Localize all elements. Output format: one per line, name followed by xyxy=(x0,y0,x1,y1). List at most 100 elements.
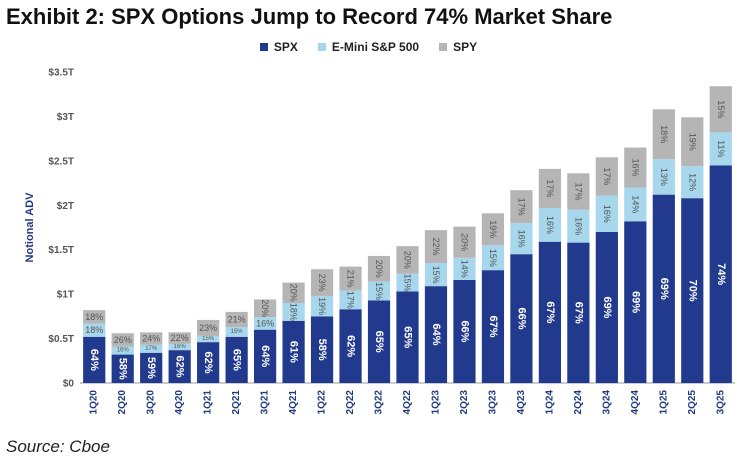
chart-title: Exhibit 2: SPX Options Jump to Record 74… xyxy=(6,4,613,29)
data-label: 11% xyxy=(716,140,726,157)
data-label: 65% xyxy=(231,349,243,371)
bar-spx-3Q20 xyxy=(140,352,163,383)
bar-e-mini-s-p-500-4Q22 xyxy=(396,273,419,292)
data-label: 21% xyxy=(346,270,356,288)
bar-spx-3Q22 xyxy=(367,300,391,383)
bar-spx-1Q24 xyxy=(538,241,561,383)
legend: SPX E-Mini S&P 500 SPY xyxy=(0,40,737,54)
data-label: 15% xyxy=(202,336,215,342)
bar-spy-2Q23 xyxy=(453,226,476,258)
data-label: 18% xyxy=(85,312,103,322)
chart: Notional ADV $0 $0.5T $1T $1.5T $2T $2.5T $3T $3… xyxy=(24,68,735,415)
data-label: 17% xyxy=(346,291,356,309)
y-axis-title: Notional ADV xyxy=(24,192,36,263)
x-tick-label: 3Q25 xyxy=(715,390,726,415)
legend-swatch-0 xyxy=(259,43,268,51)
legend-item-2: SPY xyxy=(439,40,477,54)
data-label: 16% xyxy=(516,230,526,248)
data-label: 20% xyxy=(260,299,270,317)
data-label: 69% xyxy=(601,296,613,318)
bar-e-mini-s-p-500-4Q20 xyxy=(168,343,191,351)
data-label: 15% xyxy=(231,329,244,335)
data-label: 15% xyxy=(431,266,441,284)
bar-e-mini-s-p-500-1Q21 xyxy=(197,335,220,343)
data-label: 62% xyxy=(202,352,214,374)
data-label: 67% xyxy=(487,316,499,338)
bar-spx-2Q23 xyxy=(453,279,476,383)
data-label: 58% xyxy=(117,358,129,380)
bar-spx-1Q20 xyxy=(83,336,106,383)
data-label: 15% xyxy=(374,282,384,300)
bar-spx-4Q23 xyxy=(510,254,533,383)
data-label: 17% xyxy=(516,198,526,216)
data-label: 16% xyxy=(573,217,583,235)
x-tick-label: 3Q21 xyxy=(260,390,271,415)
x-tick-label: 1Q20 xyxy=(89,390,100,415)
x-tick-label: 2Q25 xyxy=(687,390,698,415)
data-label: 16% xyxy=(630,159,640,177)
x-tick-label: 1Q22 xyxy=(317,390,328,415)
x-tick-label: 3Q23 xyxy=(487,390,498,415)
data-label: 15% xyxy=(716,100,726,118)
data-label: 61% xyxy=(288,341,300,363)
bar-e-mini-s-p-500-1Q25 xyxy=(652,159,675,195)
bar-spy-3Q21 xyxy=(254,299,277,318)
y-tick-label: $2.5T xyxy=(48,156,74,167)
x-tick-label: 3Q24 xyxy=(601,390,612,415)
bar-spx-4Q24 xyxy=(624,221,647,383)
bar-spy-1Q22 xyxy=(310,269,334,296)
y-tick-label: $1.5T xyxy=(48,245,74,256)
bar-e-mini-s-p-500-3Q23 xyxy=(481,245,505,271)
y-tick-label: $0 xyxy=(63,379,75,390)
y-tick-label: $2T xyxy=(57,201,74,212)
bar-spy-4Q20 xyxy=(168,332,191,344)
x-tick-label: 3Q22 xyxy=(374,390,385,415)
data-label: 64% xyxy=(430,324,442,346)
data-label: 13% xyxy=(659,168,669,186)
data-label: 21% xyxy=(228,314,246,324)
legend-label-0: SPX xyxy=(273,40,298,54)
bar-e-mini-s-p-500-4Q24 xyxy=(624,187,647,222)
bar-spx-1Q23 xyxy=(424,286,448,383)
data-label: 70% xyxy=(686,280,698,302)
bar-spy-1Q21 xyxy=(197,319,220,336)
data-label: 16% xyxy=(117,348,130,354)
x-tick-label: 2Q22 xyxy=(345,390,356,415)
data-label: 69% xyxy=(658,278,670,300)
x-tick-label: 3Q20 xyxy=(146,390,157,415)
bar-e-mini-s-p-500-2Q25 xyxy=(681,166,704,199)
data-label: 14% xyxy=(630,195,640,213)
bar-spy-2Q21 xyxy=(225,311,248,328)
data-label: 16% xyxy=(602,205,612,223)
x-tick-label: 1Q25 xyxy=(658,390,669,415)
bar-spy-3Q24 xyxy=(595,157,618,196)
bar-spx-2Q24 xyxy=(567,242,590,383)
data-label: 19% xyxy=(488,220,498,238)
bar-e-mini-s-p-500-3Q21 xyxy=(254,317,277,330)
data-label: 74% xyxy=(715,263,727,285)
data-label: 69% xyxy=(629,291,641,313)
data-label: 12% xyxy=(687,173,697,191)
data-label: 62% xyxy=(345,335,357,357)
data-label: 23% xyxy=(317,274,327,292)
bar-spy-3Q20 xyxy=(140,332,163,345)
legend-swatch-2 xyxy=(439,43,448,51)
data-label: 16% xyxy=(174,344,187,350)
bar-spx-3Q21 xyxy=(254,329,277,383)
bar-e-mini-s-p-500-4Q23 xyxy=(510,223,533,255)
bar-e-mini-s-p-500-3Q24 xyxy=(595,195,618,232)
data-label: 24% xyxy=(142,334,160,344)
data-label: 66% xyxy=(515,308,527,330)
legend-label-2: SPY xyxy=(453,40,478,54)
data-label: 20% xyxy=(459,233,469,251)
data-label: 67% xyxy=(544,301,556,323)
bar-spx-4Q21 xyxy=(282,320,305,383)
bar-spy-4Q22 xyxy=(396,246,419,274)
bar-e-mini-s-p-500-1Q22 xyxy=(310,295,334,317)
data-label: 65% xyxy=(402,326,414,348)
bar-spy-4Q24 xyxy=(624,147,647,188)
bar-e-mini-s-p-500-3Q20 xyxy=(140,344,163,353)
bar-spx-3Q24 xyxy=(595,231,618,383)
data-label: 66% xyxy=(458,320,470,342)
x-tick-label: 4Q21 xyxy=(288,390,299,415)
